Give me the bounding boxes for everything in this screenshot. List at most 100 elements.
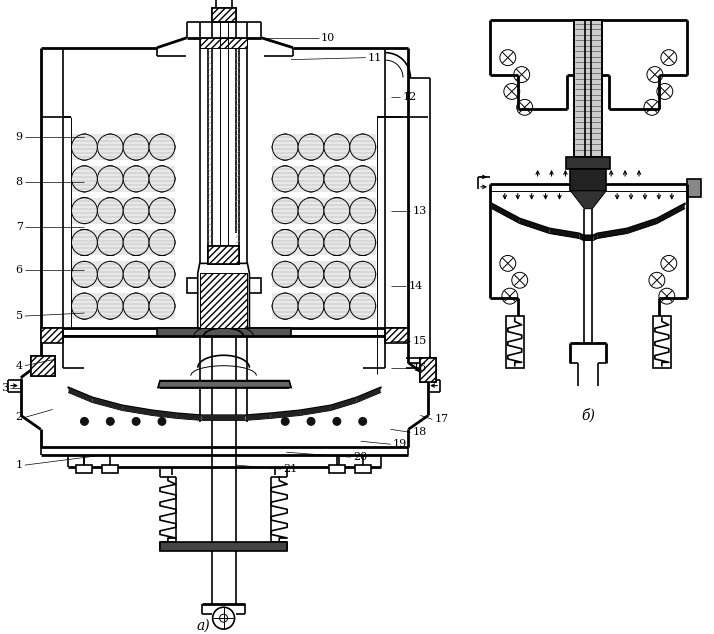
Circle shape xyxy=(358,417,367,425)
Polygon shape xyxy=(200,293,248,328)
Polygon shape xyxy=(570,169,606,191)
Bar xyxy=(97,166,124,192)
Bar xyxy=(71,198,97,224)
Bar xyxy=(350,166,376,192)
Circle shape xyxy=(132,417,140,425)
Polygon shape xyxy=(187,278,261,328)
Polygon shape xyxy=(597,229,627,238)
Circle shape xyxy=(149,198,175,224)
Text: 11: 11 xyxy=(368,53,382,63)
Circle shape xyxy=(307,417,315,425)
Bar xyxy=(272,198,298,224)
Text: 13: 13 xyxy=(413,205,427,216)
Text: 21: 21 xyxy=(283,464,298,474)
Polygon shape xyxy=(208,247,239,264)
Circle shape xyxy=(333,417,341,425)
Circle shape xyxy=(97,134,124,160)
Bar xyxy=(71,230,97,256)
Text: 14: 14 xyxy=(408,281,423,291)
Circle shape xyxy=(281,417,289,425)
Text: 2: 2 xyxy=(16,412,23,422)
Bar xyxy=(149,166,175,192)
Bar xyxy=(102,465,119,473)
Polygon shape xyxy=(177,413,202,420)
Bar xyxy=(97,293,124,319)
Polygon shape xyxy=(385,328,408,343)
Polygon shape xyxy=(579,233,583,240)
Polygon shape xyxy=(200,38,248,48)
Bar xyxy=(298,293,324,319)
Bar xyxy=(149,198,175,224)
Bar xyxy=(149,293,175,319)
Circle shape xyxy=(272,261,298,287)
Bar xyxy=(124,166,149,192)
Circle shape xyxy=(97,166,124,192)
Circle shape xyxy=(272,198,298,224)
Polygon shape xyxy=(158,380,291,387)
Circle shape xyxy=(71,198,97,224)
Bar xyxy=(200,273,248,323)
Polygon shape xyxy=(198,263,249,328)
Text: б): б) xyxy=(581,408,595,423)
Bar xyxy=(350,134,376,160)
Circle shape xyxy=(124,261,149,287)
Circle shape xyxy=(149,230,175,256)
Circle shape xyxy=(124,230,149,256)
Polygon shape xyxy=(69,387,92,403)
Bar xyxy=(208,247,239,264)
Bar xyxy=(350,293,376,319)
Bar xyxy=(298,166,324,192)
Bar xyxy=(31,356,55,376)
Bar xyxy=(350,261,376,287)
Text: 5: 5 xyxy=(16,311,23,321)
Circle shape xyxy=(324,134,350,160)
Text: 6: 6 xyxy=(16,265,23,275)
Circle shape xyxy=(97,293,124,319)
Polygon shape xyxy=(41,328,63,343)
Polygon shape xyxy=(566,157,610,169)
Circle shape xyxy=(298,261,324,287)
Text: 10: 10 xyxy=(321,33,336,42)
Bar xyxy=(298,230,324,256)
Bar xyxy=(97,261,124,287)
Text: 18: 18 xyxy=(413,427,427,437)
Polygon shape xyxy=(627,219,657,233)
Bar xyxy=(298,261,324,287)
Text: 12: 12 xyxy=(403,93,417,103)
Polygon shape xyxy=(157,328,291,336)
Bar xyxy=(272,134,298,160)
Circle shape xyxy=(71,293,97,319)
Circle shape xyxy=(97,230,124,256)
Bar xyxy=(506,316,523,368)
Bar xyxy=(71,134,97,160)
Polygon shape xyxy=(593,233,597,240)
Circle shape xyxy=(71,166,97,192)
Polygon shape xyxy=(202,415,223,420)
Bar xyxy=(574,20,602,157)
Bar xyxy=(124,261,149,287)
Bar xyxy=(149,134,175,160)
Text: 19: 19 xyxy=(393,439,407,450)
Circle shape xyxy=(71,134,97,160)
Polygon shape xyxy=(122,406,152,415)
Circle shape xyxy=(324,230,350,256)
Polygon shape xyxy=(271,410,300,418)
Text: 16: 16 xyxy=(413,363,427,373)
Bar xyxy=(324,261,350,287)
Bar xyxy=(71,293,97,319)
Circle shape xyxy=(350,230,376,256)
Bar xyxy=(76,465,92,473)
Circle shape xyxy=(272,230,298,256)
Circle shape xyxy=(149,293,175,319)
Circle shape xyxy=(298,198,324,224)
Bar xyxy=(350,230,376,256)
Bar xyxy=(324,230,350,256)
Bar xyxy=(71,166,97,192)
Circle shape xyxy=(350,261,376,287)
Bar xyxy=(124,230,149,256)
Bar xyxy=(350,198,376,224)
Bar xyxy=(324,293,350,319)
Text: 8: 8 xyxy=(16,177,23,187)
Bar xyxy=(324,166,350,192)
Polygon shape xyxy=(92,398,122,410)
